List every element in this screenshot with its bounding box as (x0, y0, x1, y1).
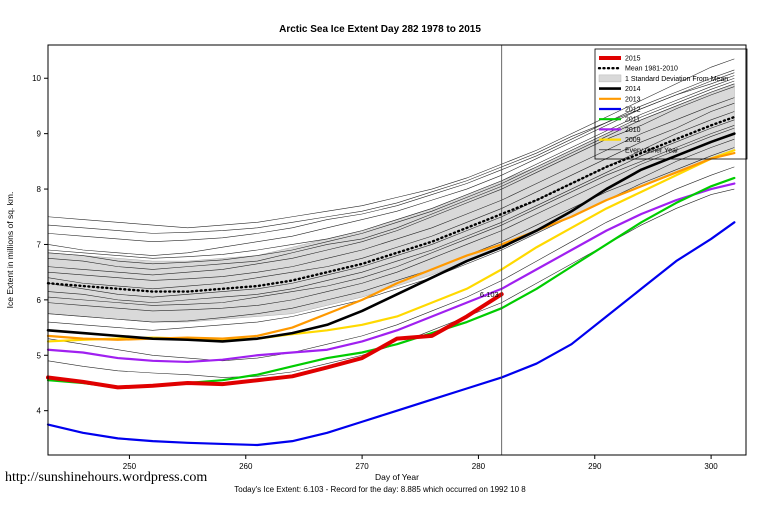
x-tick-label: 250 (123, 462, 137, 471)
y-tick-label: 7 (37, 240, 42, 249)
series-2015 (46, 292, 504, 390)
legend-label: 2013 (625, 96, 641, 103)
y-tick-label: 4 (37, 407, 42, 416)
background-year-line (47, 58, 735, 229)
background-year-line (47, 75, 735, 256)
x-tick-label: 280 (472, 462, 486, 471)
background-year-line (47, 97, 735, 281)
background-year-line (47, 125, 735, 306)
legend-label: Mean 1981-2010 (625, 66, 678, 73)
x-tick-label: 290 (588, 462, 602, 471)
legend-label: 2011 (625, 117, 640, 124)
background-year-line (47, 72, 735, 242)
series-2010 (46, 182, 736, 364)
background-year-line (47, 166, 735, 362)
today-value-annotation: 6.103 (480, 290, 499, 299)
legend-label: 2012 (625, 107, 641, 114)
y-tick-label: 6 (37, 296, 42, 305)
legend-label: 2009 (625, 137, 641, 144)
legend-label: 2015 (625, 56, 641, 63)
x-tick-label: 260 (239, 462, 253, 471)
x-axis-label: Day of Year (375, 472, 419, 482)
legend-box (594, 48, 748, 160)
background-year-line (47, 69, 735, 234)
background-year-line (47, 111, 735, 298)
background-year-line (47, 127, 735, 312)
y-tick-label: 5 (37, 351, 42, 360)
y-tick-label: 8 (37, 185, 42, 194)
x-tick-label: 270 (355, 462, 369, 471)
legend-label: Every Other Year (625, 147, 679, 154)
background-year-line (47, 138, 735, 323)
legend-label: 2014 (625, 86, 641, 93)
background-year-line (47, 102, 735, 290)
background-year-line (47, 86, 735, 276)
chart-title: Arctic Sea Ice Extent Day 282 1978 to 20… (279, 24, 481, 35)
background-year-line (47, 80, 735, 265)
site-url: http://sunshinehours.wordpress.com (5, 470, 208, 485)
chart-caption: Today's Ice Extent: 6.103 - Record for t… (234, 485, 526, 494)
plot-frame (47, 44, 747, 456)
series-2012 (46, 221, 736, 447)
series-2014 (46, 132, 736, 343)
x-tick-label: 300 (704, 462, 718, 471)
y-tick-label: 9 (37, 130, 42, 139)
legend-label: 2010 (625, 127, 641, 134)
y-axis-label: Ice Extent in millions of sq. km. (5, 192, 15, 309)
background-year-line (47, 77, 735, 259)
legend-label: 1 Standard Deviation From Mean (625, 76, 728, 83)
y-tick-label: 10 (32, 74, 41, 83)
legend-band-swatch (598, 74, 622, 83)
background-year-line (47, 83, 735, 270)
background-year-line (47, 147, 735, 331)
background-year-line (47, 119, 735, 303)
mean-line (46, 115, 736, 293)
